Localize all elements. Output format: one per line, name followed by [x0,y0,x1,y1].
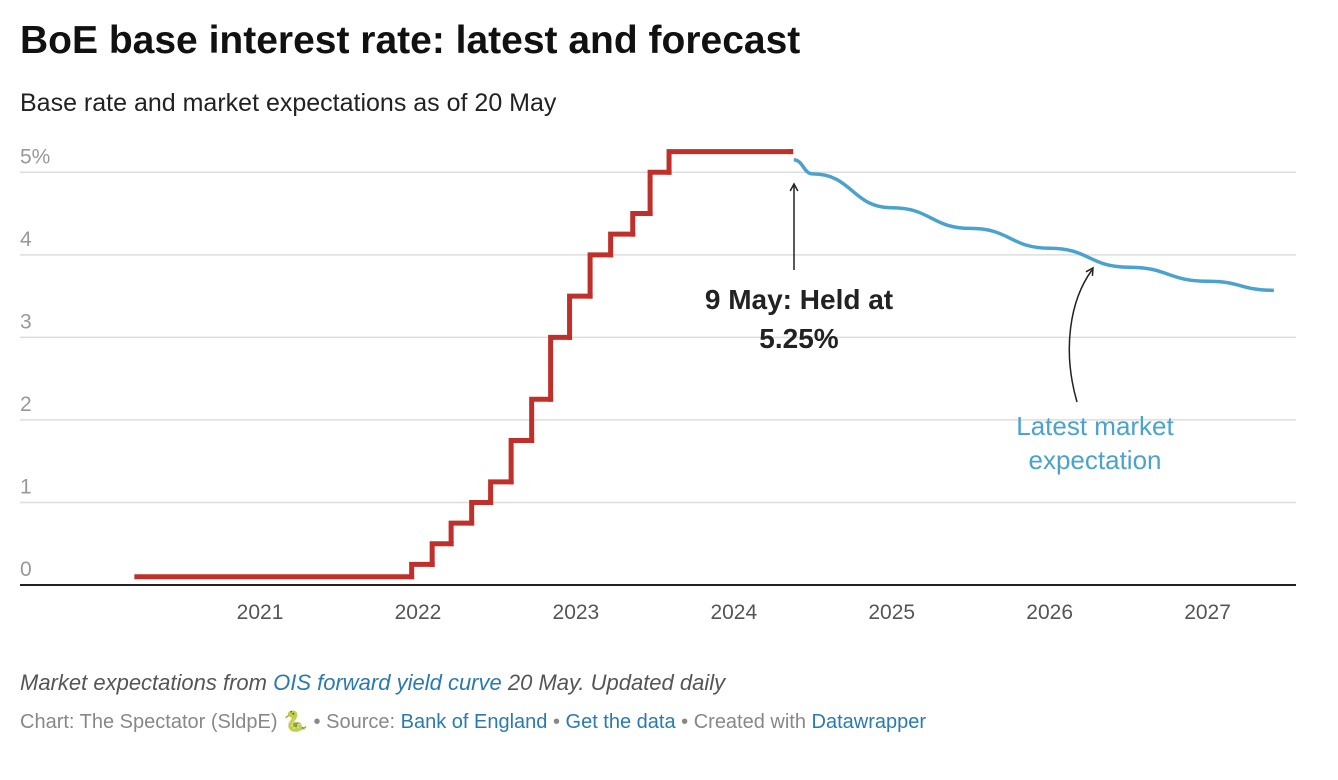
step-segment [548,334,573,402]
annotation-text: 9 May: Held at [705,284,893,315]
step-segment [529,396,554,444]
footer-text: Chart: The Spectator (SldpE) 🐍 [20,709,308,733]
y-tick-label: 0 [20,558,32,581]
annotation-text: expectation [1029,445,1162,475]
y-tick-label: 1 [20,475,32,498]
footer-note: Market expectations from OIS forward yie… [20,670,727,695]
x-tick-label: 2024 [710,601,757,624]
step-segment [647,169,672,217]
step-segment [508,438,535,485]
step-segment [409,561,435,580]
step-segment [429,541,454,567]
y-tick-label: 5% [20,145,50,168]
footer-link[interactable]: Bank of England [401,711,548,733]
footer-text: • [547,711,565,733]
footer-text: Market expectations from [20,670,273,695]
annotation-text: 5.25% [759,323,838,354]
forecast-line [793,158,1274,293]
footer-text: • Created with [676,711,812,733]
annotation-text: Latest market [1016,411,1174,441]
step-segment [666,149,794,175]
annotation-arrow [1068,266,1094,403]
y-tick-label: 4 [20,228,32,251]
x-tick-label: 2022 [395,601,442,624]
x-tick-label: 2021 [237,601,284,624]
step-segment [567,293,593,340]
annotation-arrow [789,182,799,270]
x-tick-label: 2023 [553,601,600,624]
footer-note: Chart: The Spectator (SldpE) 🐍 • Source:… [20,709,926,733]
step-segment [608,231,636,258]
footer-text: • Source: [308,711,401,733]
step-segment [587,252,614,299]
step-segment [630,211,653,237]
y-tick-label: 2 [20,393,32,416]
step-segment [469,499,494,526]
chart-title: BoE base interest rate: latest and forec… [20,19,800,62]
step-segment [488,479,514,505]
chart-subtitle: Base rate and market expectations as of … [20,89,557,117]
x-tick-label: 2026 [1026,601,1073,624]
x-tick-label: 2027 [1184,601,1231,624]
footer-text: 20 May. Updated daily [502,670,727,695]
step-segment [448,520,475,547]
x-tick-label: 2025 [868,601,915,624]
footer-link[interactable]: Datawrapper [812,711,927,733]
footer-link[interactable]: OIS forward yield curve [273,670,502,695]
footer-link[interactable]: Get the data [566,711,677,733]
y-tick-label: 3 [20,310,32,333]
